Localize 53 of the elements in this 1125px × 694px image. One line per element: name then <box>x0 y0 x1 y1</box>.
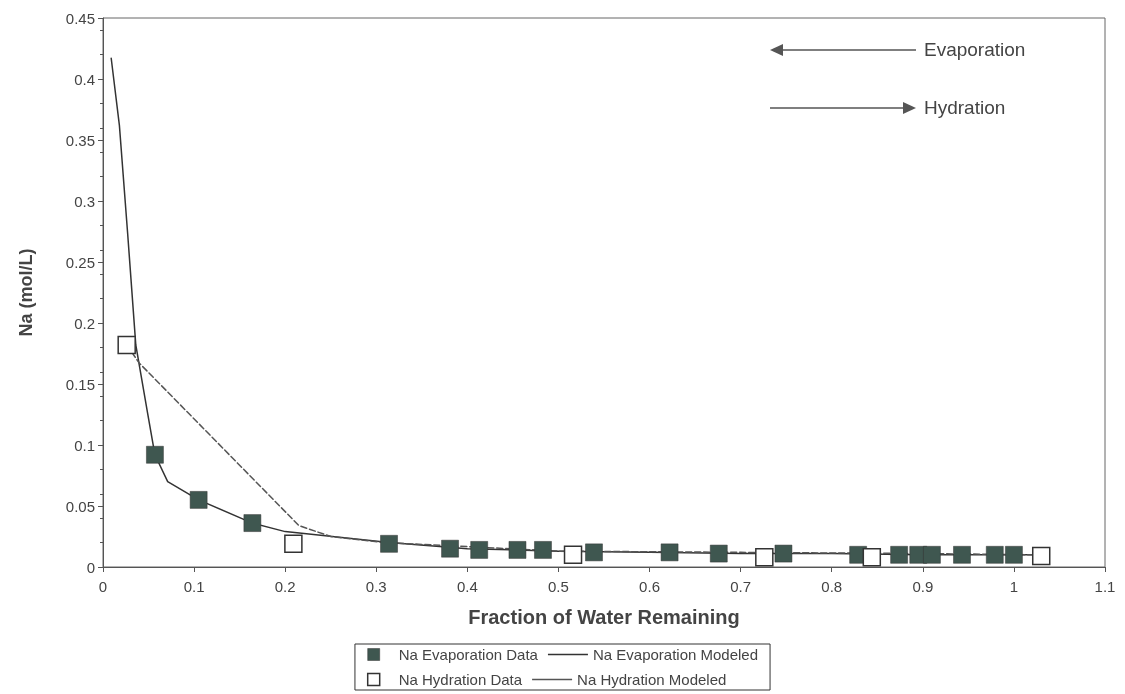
x-tick-label: 0.2 <box>274 578 296 595</box>
point <box>986 546 1004 564</box>
y-tick-label: 0.1 <box>74 436 95 454</box>
annotation: Hydration <box>924 97 1006 119</box>
legend-label: Na Evaporation Data <box>398 646 539 663</box>
point <box>862 547 882 567</box>
x-tick-label: 0.4 <box>456 578 478 595</box>
point <box>953 546 971 564</box>
point <box>284 534 303 554</box>
y-axis-title: Na (mol/L) <box>16 248 36 337</box>
point <box>755 547 774 567</box>
point <box>441 539 459 558</box>
y-tick-label: 0.45 <box>65 9 95 27</box>
legend-label: Na Hydration Data <box>398 671 523 688</box>
y-tick-label: 0 <box>86 558 95 576</box>
x-tick-label: 0.9 <box>912 578 934 595</box>
point <box>710 544 728 563</box>
y-tick-label: 0.35 <box>65 131 95 149</box>
y-tick-label: 0.25 <box>65 253 95 271</box>
x-tick-label: 0.6 <box>639 578 660 595</box>
point <box>563 545 583 565</box>
point <box>146 446 164 464</box>
x-tick-label: 0.1 <box>183 578 205 595</box>
legend-label: Na Evaporation Modeled <box>592 646 759 663</box>
y-tick-label: 0.05 <box>65 497 95 515</box>
point <box>1005 546 1023 564</box>
point <box>117 335 136 355</box>
x-tick-label: 0.8 <box>821 578 843 595</box>
point <box>380 535 398 553</box>
x-tick-label: 0 <box>98 578 108 595</box>
point <box>890 546 908 564</box>
point <box>189 491 208 509</box>
x-tick-label: 0.5 <box>548 578 569 595</box>
y-tick-label: 0.2 <box>74 314 95 332</box>
x-tick-label: 0.7 <box>730 578 752 595</box>
annotation: Evaporation <box>924 39 1026 61</box>
point <box>660 543 679 562</box>
y-tick-label: 0.4 <box>74 70 95 88</box>
x-tick-label: 1 <box>1009 578 1019 595</box>
point <box>534 541 552 559</box>
point <box>923 546 941 564</box>
legend-label: Na Hydration Modeled <box>577 671 727 688</box>
x-tick-label: 1.1 <box>1094 578 1116 595</box>
point <box>243 514 262 532</box>
y-tick-label: 0.3 <box>74 192 95 210</box>
x-axis-title: Fraction of Water Remaining <box>468 606 740 628</box>
point <box>508 541 527 559</box>
point <box>774 544 793 563</box>
point <box>585 543 603 562</box>
x-tick-label: 0.3 <box>365 578 387 595</box>
point <box>1031 546 1051 566</box>
y-tick-label: 0.15 <box>65 375 95 393</box>
point <box>470 541 488 559</box>
